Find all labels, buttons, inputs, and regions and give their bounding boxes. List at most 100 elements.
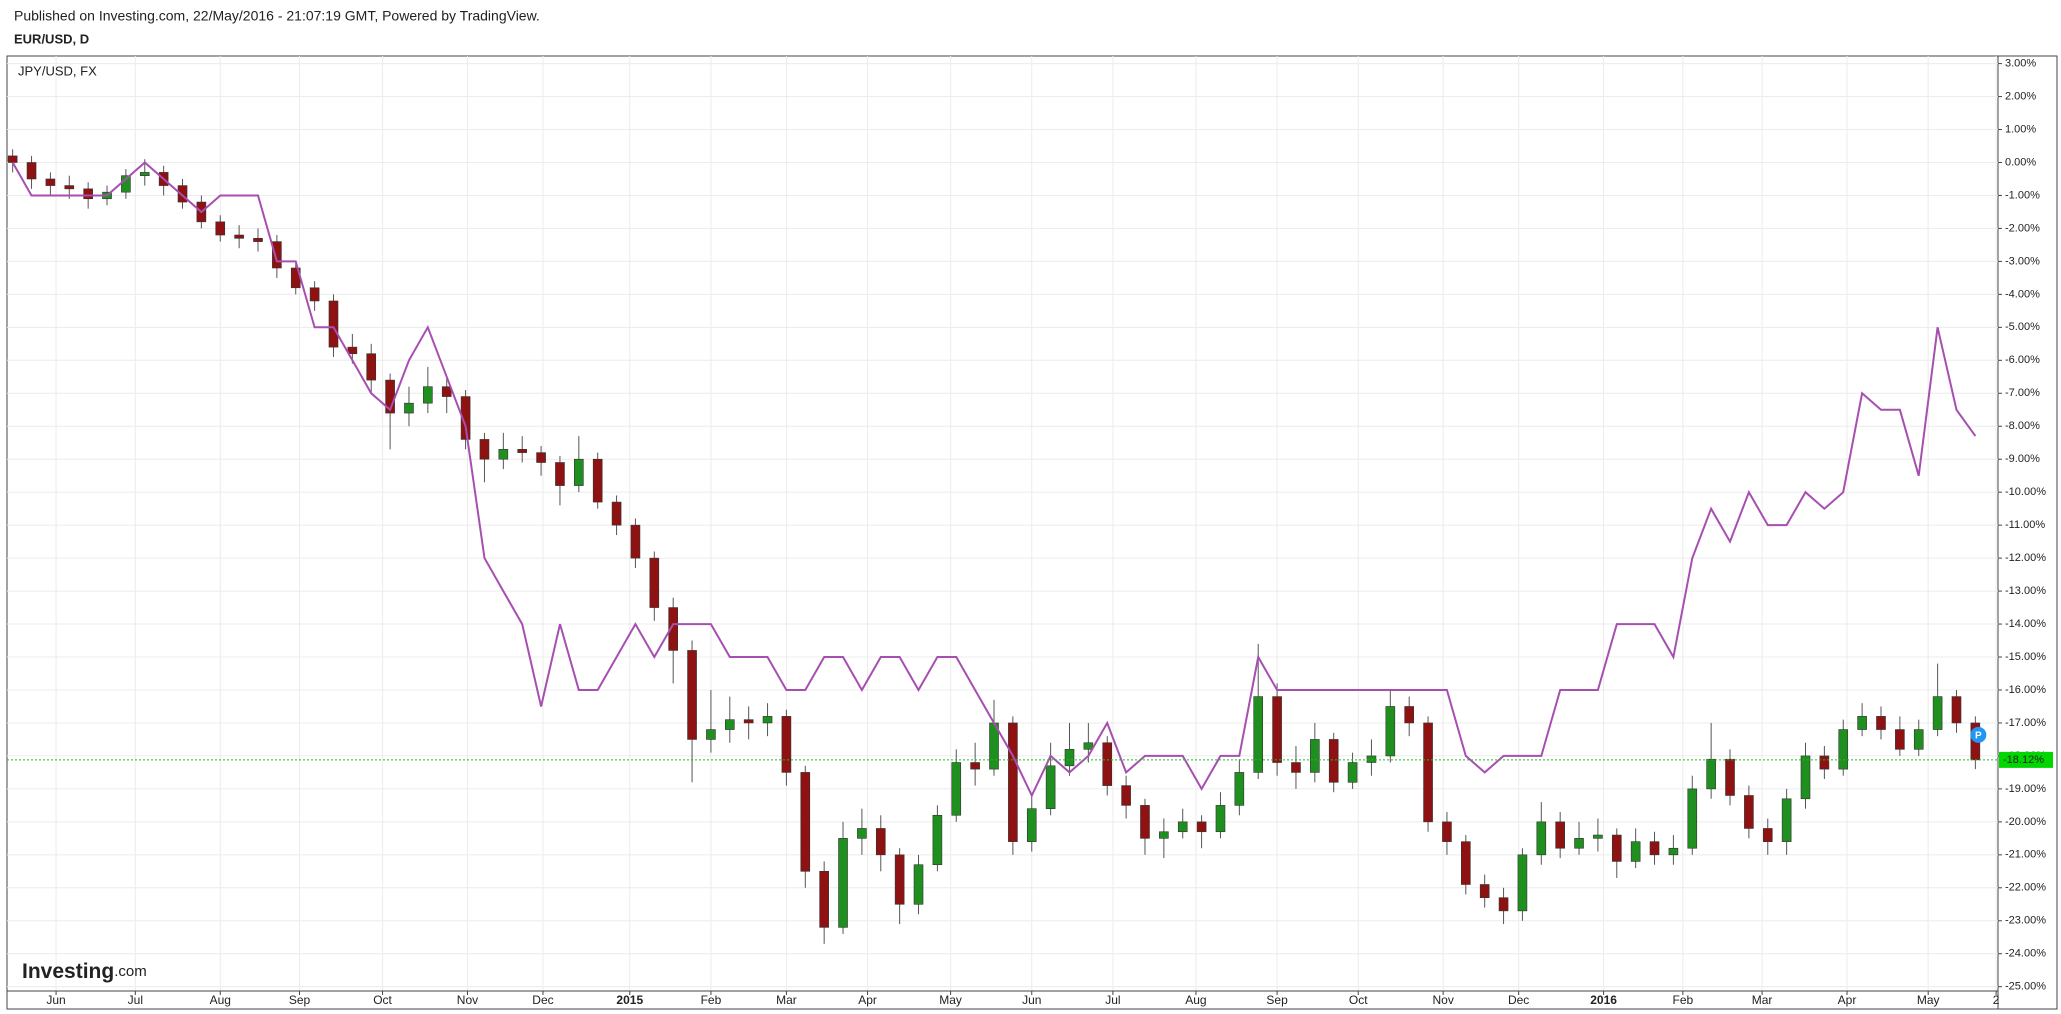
grid xyxy=(7,56,1998,990)
candle-body xyxy=(1932,696,1943,730)
y-tick-label: -14.00% xyxy=(2005,618,2046,630)
candle-body xyxy=(517,449,528,453)
y-tick-label: 0.00% xyxy=(2005,156,2036,168)
candle-body xyxy=(441,386,452,397)
header: Published on Investing.com, 22/May/2016 … xyxy=(14,8,540,24)
candle-body xyxy=(649,557,660,608)
x-tick-label: 2015 xyxy=(616,993,643,1007)
candle-body xyxy=(1291,762,1301,773)
candle-body xyxy=(1310,739,1320,773)
candle-body xyxy=(479,439,490,460)
candle-body xyxy=(1687,788,1698,849)
x-tick-label: Jul xyxy=(1105,993,1120,1007)
candle-body xyxy=(423,386,433,404)
candle-body xyxy=(177,185,188,203)
candle-body xyxy=(83,188,93,200)
candle-body xyxy=(1083,742,1094,750)
x-tick-label: Oct xyxy=(1349,993,1368,1007)
candle-body xyxy=(1479,884,1490,898)
candle-body xyxy=(875,828,886,856)
y-tick-label: -2.00% xyxy=(2005,222,2040,234)
candle-body xyxy=(1649,841,1660,856)
candle-body xyxy=(1876,716,1886,730)
y-tick-label: -7.00% xyxy=(2005,387,2040,399)
candle-body xyxy=(404,402,414,414)
candle-body xyxy=(1366,755,1377,763)
logo-main: Investing xyxy=(22,960,114,983)
last-price-box xyxy=(1999,751,2053,768)
candle-body xyxy=(1159,831,1169,839)
candle-body xyxy=(1517,854,1528,912)
candle-body xyxy=(951,762,962,816)
candle-body xyxy=(1385,706,1396,757)
y-tick-label: -1.00% xyxy=(2005,189,2040,201)
y-tick-label: -10.00% xyxy=(2005,486,2046,498)
logo-suffix: .com xyxy=(114,963,147,980)
candle-body xyxy=(253,238,263,242)
x-tick-label: Feb xyxy=(1672,993,1693,1007)
y-tick-label: -11.00% xyxy=(2005,519,2045,531)
candle-body xyxy=(743,719,754,724)
candle-body xyxy=(1895,729,1905,750)
candle-body xyxy=(1819,755,1830,770)
x-tick-label: Aug xyxy=(210,993,231,1007)
candle-body xyxy=(1555,821,1565,849)
x-tick-label: Apr xyxy=(1838,993,1857,1007)
candle-body xyxy=(64,185,75,190)
candle-body xyxy=(1611,834,1622,862)
candle-body xyxy=(1423,722,1433,823)
candle-body xyxy=(1461,841,1471,885)
candle-body xyxy=(592,458,603,503)
candle-body xyxy=(838,838,848,928)
y-tick-label: -15.00% xyxy=(2005,651,2046,663)
candle-body xyxy=(1347,762,1358,783)
y-tick-label: -23.00% xyxy=(2005,915,2046,927)
legend-entry: JPY/USD, FX xyxy=(18,63,97,78)
candle-body xyxy=(1064,749,1075,767)
y-tick-label: -12.00% xyxy=(2005,552,2046,564)
x-tick-label: Aug xyxy=(1185,993,1206,1007)
comparison-line xyxy=(11,161,1977,798)
candle-body xyxy=(309,287,320,302)
x-tick-label: 2 xyxy=(1993,993,2000,1007)
candle-body xyxy=(932,814,943,866)
candle-body xyxy=(1177,821,1188,833)
candle-body xyxy=(1668,847,1679,856)
candle-body xyxy=(1630,841,1641,862)
candle-body xyxy=(894,854,905,905)
candle-body xyxy=(1725,758,1735,796)
candle-body xyxy=(45,178,56,186)
candle-body xyxy=(1800,755,1811,800)
candle-body xyxy=(272,241,282,269)
y-tick-label: -17.00% xyxy=(2005,717,2046,729)
candle-body xyxy=(328,300,339,348)
candle-body xyxy=(687,650,697,740)
x-tick-label: May xyxy=(1917,993,1940,1007)
candle-body xyxy=(1951,696,1962,724)
y-tick-label: -9.00% xyxy=(2005,453,2040,465)
candle-body xyxy=(574,458,584,486)
badge xyxy=(1970,726,1987,743)
y-tick-label: -6.00% xyxy=(2005,354,2040,366)
x-tick-label: Jul xyxy=(128,993,143,1007)
candle-body xyxy=(762,716,773,724)
x-tick-label: Sep xyxy=(1266,993,1288,1007)
y-tick-label: -13.00% xyxy=(2005,585,2046,597)
candle-body xyxy=(536,452,546,463)
candle-body xyxy=(1215,805,1226,833)
y-tick-label: -25.00% xyxy=(2005,981,2046,993)
candle-body xyxy=(706,729,716,740)
x-tick-label: Jun xyxy=(1022,993,1041,1007)
candle-body xyxy=(1442,821,1452,842)
candle-body xyxy=(1140,805,1150,839)
candle-body xyxy=(668,607,678,651)
candle-body xyxy=(1706,758,1716,790)
candle-body xyxy=(800,772,811,872)
candle-body xyxy=(630,524,641,559)
candle-body xyxy=(1253,696,1264,773)
candle-body xyxy=(7,155,18,163)
candle-body xyxy=(611,501,622,526)
x-tick-label: Jun xyxy=(46,993,65,1007)
